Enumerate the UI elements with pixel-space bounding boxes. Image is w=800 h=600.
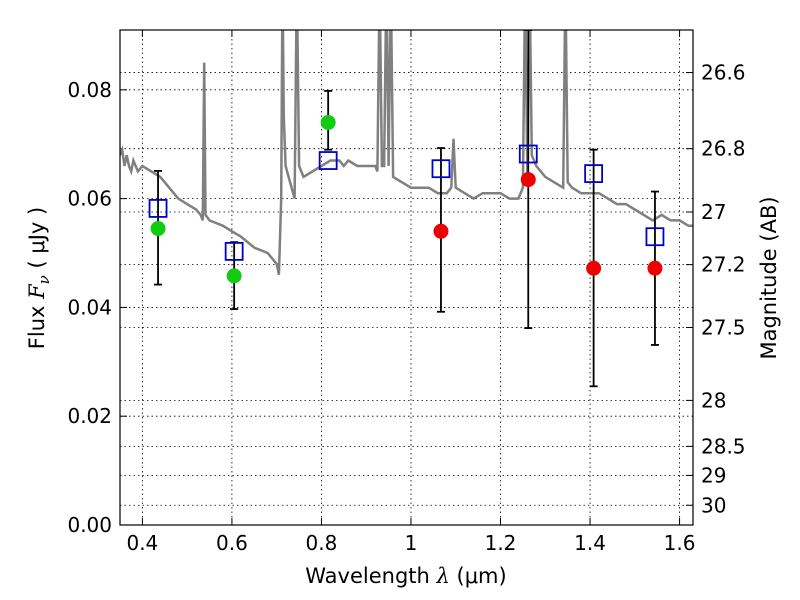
model-box <box>224 241 244 261</box>
x-tick-label: 1 <box>405 531 418 555</box>
y2-tick-label: 27.2 <box>701 253 746 277</box>
y2-tick-label: 27 <box>701 200 726 224</box>
flux-point <box>520 172 536 188</box>
model-box <box>431 159 451 179</box>
y2-tick-label: 30 <box>701 493 726 517</box>
y-tick-label: 0.08 <box>67 78 112 102</box>
model-box <box>645 227 665 247</box>
y2-tick-label: 29 <box>701 463 726 487</box>
y2-tick-label: 27.5 <box>701 316 746 340</box>
x-tick-label: 0.6 <box>216 531 248 555</box>
model-flux-boxes <box>148 144 665 261</box>
model-box <box>584 164 604 184</box>
y2-axis-label: Magnitude (AB) <box>757 196 781 359</box>
y-tick-label: 0.02 <box>67 404 112 428</box>
plot-frame <box>119 29 694 526</box>
y2-tick-label: 28 <box>701 388 726 412</box>
y-tick-label: 0.00 <box>67 513 112 537</box>
flux-point <box>433 223 449 239</box>
flux-point <box>586 260 602 276</box>
y-axis-label: Flux Fν ( μJy ) <box>25 207 53 349</box>
flux-point <box>647 260 663 276</box>
x-tick-label: 0.8 <box>306 531 338 555</box>
y2-tick-label: 26.8 <box>701 137 746 161</box>
flux-point <box>150 221 166 237</box>
y-tick-label: 0.04 <box>67 295 112 319</box>
observed-flux-points <box>150 114 663 284</box>
model-box <box>148 199 168 218</box>
x-axis-label: Wavelength λ (μm) <box>305 564 506 588</box>
y2-tick-label: 26.6 <box>701 61 746 85</box>
error-bars <box>154 30 659 388</box>
x-tick-label: 1.4 <box>574 531 606 555</box>
flux-point <box>226 268 242 284</box>
model-box <box>518 144 538 164</box>
axis-ticks: 0.4 0.6 0.8 1 1.2 1.4 1.6 0.00 0.02 0.04 0.06 0.08 2… <box>67 30 746 555</box>
model-spectrum-line <box>120 30 693 276</box>
grid <box>120 30 693 525</box>
x-tick-label: 1.6 <box>664 531 696 555</box>
flux-point <box>320 114 336 130</box>
model-box <box>318 151 338 170</box>
y-tick-label: 0.06 <box>67 187 112 211</box>
x-tick-label: 1.2 <box>485 531 517 555</box>
y2-tick-label: 28.5 <box>701 434 746 458</box>
x-tick-label: 0.4 <box>126 531 158 555</box>
